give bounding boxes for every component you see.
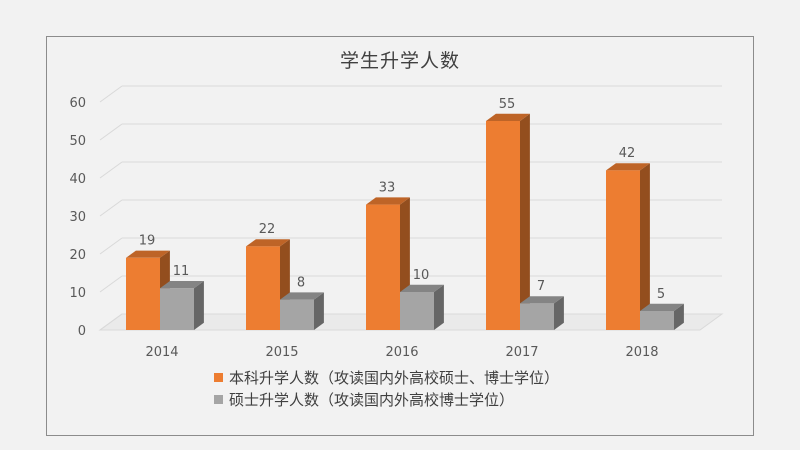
data-label-master: 5	[657, 287, 665, 302]
data-label-master: 8	[297, 275, 305, 290]
bar-master	[160, 288, 194, 330]
y-tick-label: 20	[69, 248, 86, 263]
bar-bachelor	[366, 204, 400, 330]
gridline-side	[99, 237, 123, 255]
x-tick-label: 2017	[505, 345, 538, 360]
data-label-bachelor: 33	[379, 180, 396, 195]
bar-top-bachelor	[126, 250, 170, 258]
bar-top-master	[160, 281, 204, 289]
bar-side-master	[434, 284, 444, 330]
bar-master	[640, 311, 674, 330]
bar-bachelor	[486, 121, 520, 330]
y-tick-label: 60	[69, 96, 86, 111]
gridline-side	[99, 313, 123, 331]
y-tick-label: 50	[69, 134, 86, 149]
gridline-side	[99, 85, 123, 103]
gridline-side	[99, 275, 123, 293]
bar-bachelor	[246, 246, 280, 330]
x-tick-label: 2018	[625, 345, 658, 360]
legend-label-bachelor: 本科升学人数（攻读国内外高校硕士、博士学位）	[229, 368, 560, 387]
bar-top-bachelor	[486, 113, 530, 121]
data-label-bachelor: 22	[259, 222, 276, 237]
gridline-side	[99, 161, 123, 179]
legend-swatch-master	[214, 394, 223, 404]
y-tick-label: 0	[78, 324, 86, 339]
bar-top-bachelor	[246, 239, 290, 247]
data-label-bachelor: 42	[619, 146, 636, 161]
bar-top-master	[640, 303, 684, 311]
gridline-side	[99, 123, 123, 141]
data-label-bachelor: 19	[139, 234, 156, 249]
x-tick-label: 2016	[385, 345, 418, 360]
gridline-side	[99, 199, 123, 217]
legend: 本科升学人数（攻读国内外高校硕士、博士学位） 硕士升学人数（攻读国内外高校博士学…	[214, 366, 559, 410]
legend-item-master: 硕士升学人数（攻读国内外高校博士学位）	[214, 388, 559, 410]
legend-swatch-bachelor	[214, 372, 223, 382]
legend-label-master: 硕士升学人数（攻读国内外高校博士学位）	[229, 390, 515, 409]
y-tick-label: 40	[69, 172, 86, 187]
bar-bachelor	[126, 257, 160, 330]
data-label-master: 11	[173, 264, 190, 279]
bar-master	[400, 292, 434, 330]
data-label-master: 7	[537, 279, 545, 294]
y-tick-label: 10	[69, 286, 86, 301]
bar-master	[520, 303, 554, 330]
bar-top-master	[520, 296, 564, 304]
bar-bachelor	[606, 170, 640, 330]
bar-side-master	[674, 303, 684, 330]
bar-side-master	[194, 281, 204, 330]
bar-side-bachelor	[520, 113, 530, 330]
bar-side-master	[314, 292, 324, 330]
bar-side-master	[554, 296, 564, 330]
bar-top-bachelor	[606, 163, 650, 171]
bar-master	[280, 299, 314, 330]
y-tick-label: 30	[69, 210, 86, 225]
chart-title: 学生升学人数	[339, 50, 460, 72]
bar-top-master	[280, 292, 324, 300]
bar-top-bachelor	[366, 197, 410, 205]
x-tick-label: 2015	[265, 345, 298, 360]
bar-side-bachelor	[640, 163, 650, 330]
bar-top-master	[400, 284, 444, 292]
data-label-bachelor: 55	[499, 97, 516, 112]
x-tick-label: 2014	[145, 345, 178, 360]
data-label-master: 10	[413, 268, 430, 283]
legend-item-bachelor: 本科升学人数（攻读国内外高校硕士、博士学位）	[214, 366, 559, 388]
